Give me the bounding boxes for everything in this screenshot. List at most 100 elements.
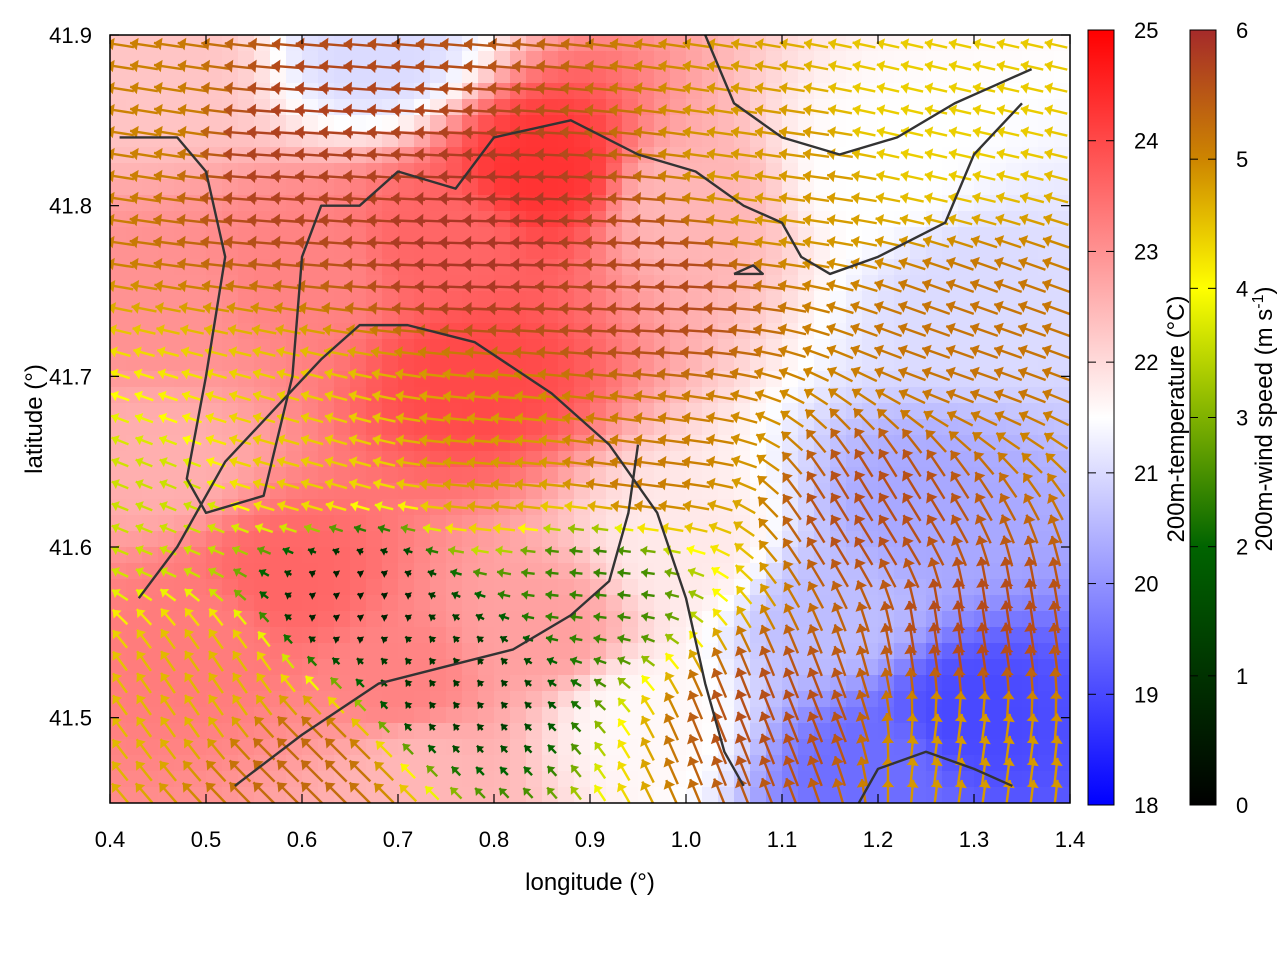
heatmap-cell: [574, 387, 591, 404]
heatmap-cell: [318, 595, 335, 612]
heatmap-cell: [446, 115, 463, 132]
heatmap-cell: [334, 179, 351, 196]
heatmap-cell: [254, 83, 271, 100]
heatmap-cell: [398, 131, 415, 148]
heatmap-cell: [414, 115, 431, 132]
heatmap-cell: [718, 611, 735, 628]
heatmap-cell: [958, 435, 975, 452]
heatmap-cell: [958, 35, 975, 52]
heatmap-cell: [1022, 179, 1039, 196]
heatmap-cell: [510, 419, 527, 436]
heatmap-cell: [798, 179, 815, 196]
heatmap-cell: [446, 595, 463, 612]
heatmap-cell: [990, 675, 1007, 692]
heatmap-cell: [622, 531, 639, 548]
heatmap-cell: [734, 67, 751, 84]
heatmap-cell: [510, 771, 527, 788]
heatmap-cell: [542, 195, 559, 212]
heatmap-cell: [462, 739, 479, 756]
heatmap-cell: [350, 307, 367, 324]
heatmap-cell: [174, 787, 191, 803]
heatmap-cell: [654, 179, 671, 196]
heatmap-cell: [526, 531, 543, 548]
plot-area: [110, 35, 1070, 803]
heatmap-cell: [366, 355, 383, 372]
heatmap-cell: [430, 35, 447, 52]
heatmap-cell: [542, 419, 559, 436]
heatmap-cell: [622, 355, 639, 372]
heatmap-cell: [510, 435, 527, 452]
heatmap-cell: [958, 115, 975, 132]
heatmap-cell: [414, 179, 431, 196]
heatmap-cell: [366, 611, 383, 628]
heatmap-cell: [1038, 707, 1055, 724]
heatmap-cell: [558, 627, 575, 644]
heatmap-cell: [350, 787, 367, 803]
heatmap-cell: [606, 67, 623, 84]
heatmap-cell: [158, 467, 175, 484]
heatmap-cell: [750, 547, 767, 564]
heatmap-cell: [414, 771, 431, 788]
heatmap-cell: [654, 355, 671, 372]
heatmap-cell: [190, 531, 207, 548]
heatmap-cell: [174, 51, 191, 68]
heatmap-cell: [414, 643, 431, 660]
heatmap-cell: [366, 723, 383, 740]
heatmap-cell: [158, 595, 175, 612]
heatmap-cell: [270, 467, 287, 484]
heatmap-cell: [270, 787, 287, 803]
heatmap-cell: [702, 227, 719, 244]
heatmap-cell: [254, 179, 271, 196]
heatmap-cell: [478, 675, 495, 692]
heatmap-cell: [462, 291, 479, 308]
heatmap-cell: [478, 467, 495, 484]
heatmap-cell: [414, 419, 431, 436]
heatmap-cell: [494, 227, 511, 244]
heatmap-cell: [1038, 787, 1055, 803]
heatmap-cell: [606, 179, 623, 196]
heatmap-cell: [878, 787, 895, 803]
heatmap-cell: [622, 595, 639, 612]
heatmap-cell: [318, 227, 335, 244]
heatmap-cell: [542, 259, 559, 276]
heatmap-cell: [286, 403, 303, 420]
heatmap-cell: [590, 771, 607, 788]
heatmap-cell: [558, 227, 575, 244]
heatmap-cell: [206, 787, 223, 803]
heatmap-cell: [526, 675, 543, 692]
heatmap-cell: [126, 179, 143, 196]
heatmap-cell: [542, 771, 559, 788]
heatmap-cell: [366, 579, 383, 596]
heatmap-cell: [638, 419, 655, 436]
heatmap-cell: [670, 227, 687, 244]
heatmap-cell: [526, 547, 543, 564]
heatmap-cell: [494, 419, 511, 436]
heatmap-cell: [110, 723, 127, 740]
heatmap-cell: [366, 675, 383, 692]
heatmap-cell: [398, 83, 415, 100]
heatmap-cell: [718, 243, 735, 260]
heatmap-cell: [158, 211, 175, 228]
heatmap-cell: [478, 707, 495, 724]
heatmap-cell: [574, 243, 591, 260]
heatmap-cell: [430, 435, 447, 452]
heatmap-cell: [526, 419, 543, 436]
heatmap-cell: [462, 707, 479, 724]
heatmap-cell: [206, 723, 223, 740]
heatmap-cell: [222, 723, 239, 740]
heatmap-cell: [814, 115, 831, 132]
heatmap-cell: [382, 419, 399, 436]
heatmap-cell: [174, 243, 191, 260]
heatmap-cell: [222, 355, 239, 372]
heatmap-cell: [670, 691, 687, 708]
heatmap-cell: [910, 51, 927, 68]
heatmap-cell: [414, 627, 431, 644]
heatmap-cell: [702, 595, 719, 612]
heatmap-cell: [190, 755, 207, 772]
heatmap-cell: [238, 179, 255, 196]
heatmap-cell: [430, 531, 447, 548]
heatmap-cell: [1006, 403, 1023, 420]
heatmap-cell: [686, 227, 703, 244]
heatmap-cell: [526, 243, 543, 260]
heatmap-cell: [1038, 675, 1055, 692]
